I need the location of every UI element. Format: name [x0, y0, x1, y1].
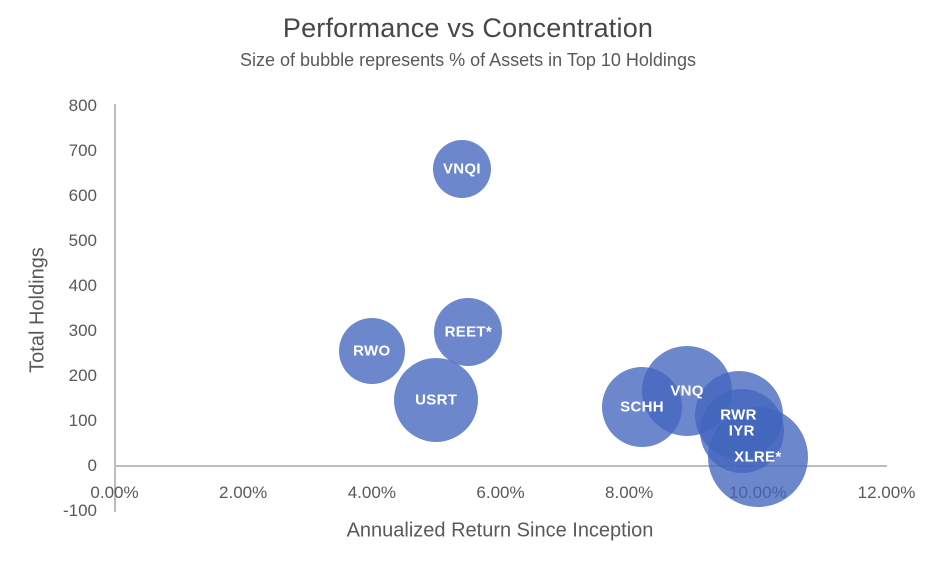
bubble-rwo [338, 318, 405, 385]
bubble-label-vnqi: VNQI [442, 160, 481, 178]
bubble-xlre [707, 407, 808, 507]
y-tick-label: 500 [68, 231, 97, 250]
y-tick-label: 800 [68, 96, 97, 115]
y-tick-label: 400 [68, 276, 97, 295]
bubble-label-usrt: USRT [415, 391, 458, 409]
bubble-vnqi [432, 140, 491, 198]
y-tick-label: 200 [68, 366, 97, 385]
y-tick-label: -100 [62, 501, 97, 520]
bubble-reet [434, 297, 503, 366]
y-tick-label: 100 [68, 411, 97, 430]
x-tick-label: 4.00% [347, 483, 396, 502]
x-axis-line [114, 465, 887, 467]
x-tick-label: 8.00% [605, 483, 654, 502]
x-tick-label: 2.00% [219, 483, 268, 502]
chart-title: Performance vs Concentration [282, 13, 654, 43]
chart-subtitle: Size of bubble represents % of Assets in… [240, 50, 696, 70]
bubble-label-xlre: XLRE* [734, 448, 782, 466]
y-tick-label: 300 [68, 321, 97, 340]
bubble-label-reet: REET* [444, 323, 492, 341]
bubble-label-schh: SCHH [620, 398, 664, 416]
y-axis-title: Total Holdings [26, 247, 49, 373]
bubble-label-rwr: RWR [720, 406, 757, 424]
y-tick-label: 600 [68, 186, 97, 205]
y-axis-line [114, 104, 116, 512]
bubble-label-iyr: IYR [728, 422, 755, 440]
x-axis-title: Annualized Return Since Inception [346, 519, 654, 542]
bubble-label-rwo: RWO [353, 342, 391, 360]
x-tick-label: 0.00% [90, 483, 139, 502]
x-tick-label: 6.00% [476, 483, 525, 502]
bubble-usrt [394, 358, 479, 443]
y-tick-label: 0 [87, 456, 97, 475]
y-tick-label: 700 [68, 141, 97, 160]
x-tick-label: 12.00% [857, 483, 916, 502]
bubble-label-vnq: VNQ [670, 382, 704, 400]
